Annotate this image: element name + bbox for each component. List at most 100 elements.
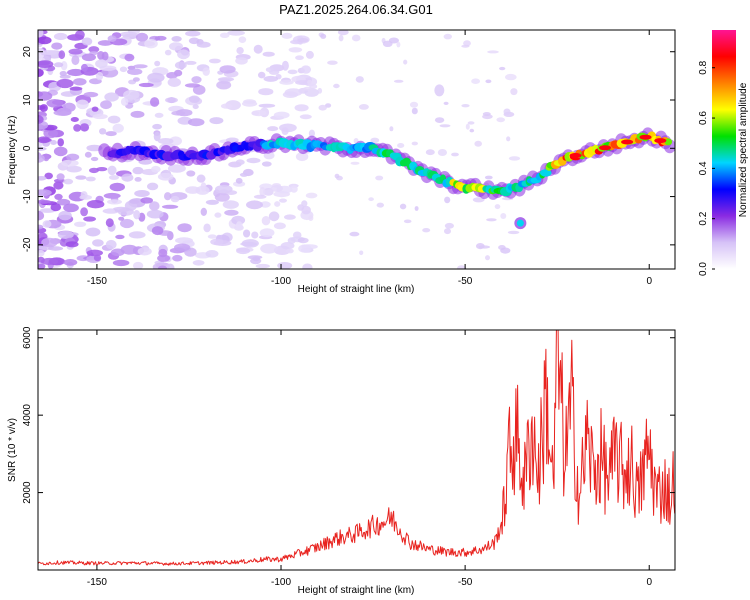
spectrogram-noise-blob	[120, 244, 138, 255]
spectrogram-noise-blob	[200, 207, 207, 216]
spectrogram-noise-blob	[107, 35, 117, 42]
spectrogram-noise-blob	[188, 95, 200, 103]
snr-y-axis-label: SNR (10 * v/v)	[7, 418, 18, 482]
spectrogram-noise-blob	[359, 250, 364, 256]
spectrogram-noise-blob	[174, 61, 187, 69]
spectrogram-noise-blob	[133, 210, 141, 220]
spectrogram-x-tick-label: 0	[646, 276, 652, 287]
spectrogram-noise-blob	[196, 174, 206, 183]
spectrogram-noise-blob	[123, 89, 140, 100]
spectrogram-noise-blob	[164, 192, 172, 201]
spectrogram-noise-blob	[38, 146, 47, 151]
spectrogram-noise-blob	[444, 196, 451, 204]
snr-y-tick-label: 6000	[22, 326, 33, 349]
spectrogram-noise-blob	[184, 60, 197, 65]
spectrogram-noise-blob	[215, 184, 233, 194]
spectrogram-noise-blob	[93, 254, 102, 262]
spectrogram-noise-blob	[86, 249, 104, 257]
spectrogram-noise-blob	[351, 34, 361, 42]
spectrogram-noise-blob	[510, 88, 518, 96]
spectrogram-noise-blob	[184, 83, 201, 88]
spectrogram-noise-blob	[153, 131, 161, 142]
spectrogram-noise-blob	[147, 72, 165, 83]
spectrogram-noise-blob	[171, 36, 182, 42]
spectrogram-noise-blob	[60, 60, 68, 71]
spectrogram-noise-blob	[80, 207, 88, 217]
spectrogram-noise-blob	[287, 69, 298, 75]
spectrogram-noise-blob	[287, 237, 296, 245]
spectrogram-noise-blob	[224, 209, 239, 216]
spectrogram-noise-blob	[233, 181, 246, 187]
spectrogram-noise-blob	[39, 104, 48, 112]
spectrogram-noise-blob	[239, 172, 249, 177]
spectrogram-noise-blob	[338, 34, 344, 42]
spectrogram-noise-blob	[38, 30, 44, 38]
snr-y-tick-label: 4000	[22, 404, 33, 427]
spectrogram-noise-blob	[161, 204, 179, 209]
spectrogram-noise-blob	[85, 227, 101, 237]
spectrogram-noise-blob	[91, 106, 99, 112]
spectrogram-noise-blob	[38, 176, 47, 181]
spectrogram-noise-blob	[75, 175, 87, 180]
spectrogram-noise-blob	[132, 77, 140, 82]
spectrogram-noise-blob	[246, 200, 263, 210]
spectrogram-noise-blob	[43, 128, 58, 139]
spectrogram-ridge-peak	[621, 139, 634, 145]
spectrogram-noise-blob	[214, 212, 222, 218]
spectrogram-noise-blob	[205, 199, 219, 205]
spectrogram-noise-blob	[220, 103, 233, 109]
spectrogram-noise-blob	[469, 128, 475, 133]
spectrogram-noise-blob	[252, 256, 261, 262]
spectrogram-noise-blob	[203, 223, 211, 233]
spectrogram-noise-blob	[53, 109, 72, 116]
spectrogram-noise-blob	[120, 97, 129, 106]
spectrogram-noise-blob	[167, 164, 186, 173]
spectrogram-noise-blob	[251, 231, 259, 239]
spectrogram-noise-blob	[259, 186, 266, 197]
spectrogram-noise-blob	[63, 203, 79, 213]
spectrogram-noise-blob	[205, 250, 219, 258]
spectrogram-noise-blob	[284, 214, 296, 220]
spectrogram-noise-blob	[236, 47, 244, 55]
spectrogram-noise-blob	[485, 79, 492, 84]
spectrogram-noise-blob	[97, 40, 113, 46]
spectrogram-noise-blob	[61, 159, 79, 167]
spectrogram-noise-blob	[487, 50, 499, 54]
spectrogram-noise-blob	[129, 199, 140, 204]
spectrogram-noise-blob	[270, 185, 283, 192]
spectrogram-y-tick-label: -20	[22, 237, 33, 252]
spectrogram-noise-blob	[86, 200, 105, 209]
spectrogram-noise-blob	[263, 75, 279, 82]
spectrogram-noise-blob	[350, 161, 360, 165]
spectrogram-ridge-peak	[599, 145, 611, 151]
spectrogram-x-axis-label: Height of straight line (km)	[298, 284, 415, 295]
spectrogram-y-tick-label: 10	[22, 94, 33, 106]
colorbar-tick-label: 0.8	[698, 60, 709, 74]
spectrogram-noise-blob	[370, 137, 380, 143]
spectrogram-noise-blob	[389, 126, 394, 132]
spectrogram-noise-blob	[107, 115, 121, 124]
spectrogram-noise-blob	[443, 101, 449, 105]
spectrogram-noise-blob	[164, 49, 172, 56]
spectrogram-noise-blob	[128, 231, 146, 239]
spectrogram-noise-blob	[300, 65, 311, 74]
spectrogram-noise-blob	[149, 201, 160, 211]
spectrogram-noise-blob	[396, 41, 401, 48]
spectrogram-noise-blob	[53, 146, 68, 157]
spectrogram-noise-blob	[132, 261, 144, 269]
spectrogram-noise-blob	[166, 72, 178, 79]
spectrogram-noise-blob	[172, 254, 183, 262]
colorbar-tick-label: 0.6	[698, 111, 709, 125]
colorbar-tick-label: 0.4	[698, 161, 709, 175]
spectrogram-noise-blob	[500, 247, 511, 254]
spectrogram-noise-blob	[471, 78, 480, 84]
spectrogram-noise-blob	[150, 97, 160, 107]
spectrogram-noise-blob	[107, 165, 117, 176]
spectrogram-noise-blob	[133, 64, 148, 69]
spectrogram-noise-blob	[120, 218, 134, 229]
spectrogram-noise-blob	[154, 60, 161, 67]
spectrogram-noise-blob	[81, 63, 88, 72]
spectrogram-noise-blob	[262, 51, 275, 57]
spectrogram-noise-blob	[397, 143, 405, 148]
spectrogram-noise-blob	[144, 39, 158, 49]
